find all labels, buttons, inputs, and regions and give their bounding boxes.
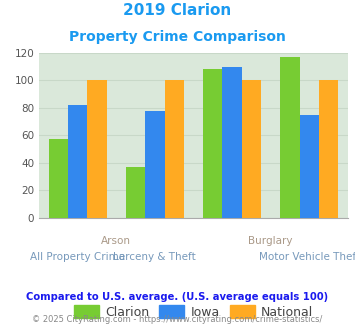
Text: 2019 Clarion: 2019 Clarion [124, 3, 231, 18]
Text: Compared to U.S. average. (U.S. average equals 100): Compared to U.S. average. (U.S. average … [26, 292, 329, 302]
Bar [68, 105, 87, 218]
Text: All Property Crime: All Property Crime [30, 252, 125, 262]
Text: Larceny & Theft: Larceny & Theft [114, 252, 196, 262]
Bar [126, 167, 145, 218]
Bar [280, 57, 300, 218]
Bar [87, 80, 106, 218]
Legend: Clarion, Iowa, National: Clarion, Iowa, National [69, 300, 318, 324]
Text: © 2025 CityRating.com - https://www.cityrating.com/crime-statistics/: © 2025 CityRating.com - https://www.city… [32, 315, 323, 324]
Bar [49, 139, 68, 218]
Bar [300, 115, 319, 218]
Text: Property Crime Comparison: Property Crime Comparison [69, 30, 286, 44]
Bar [319, 80, 338, 218]
Text: Arson: Arson [101, 236, 131, 246]
Bar [145, 111, 164, 218]
Text: Motor Vehicle Theft: Motor Vehicle Theft [259, 252, 355, 262]
Bar [203, 69, 223, 218]
Bar [223, 67, 242, 218]
Bar [164, 80, 184, 218]
Bar [242, 80, 261, 218]
Text: Burglary: Burglary [248, 236, 293, 246]
